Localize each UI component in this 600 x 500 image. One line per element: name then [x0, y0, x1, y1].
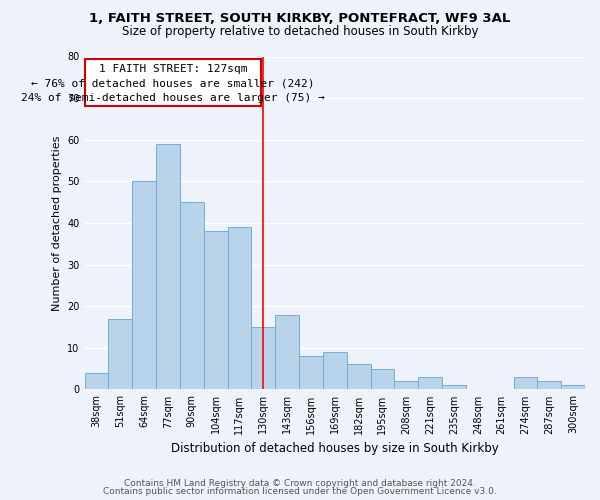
FancyBboxPatch shape: [85, 58, 262, 106]
Bar: [251, 327, 275, 390]
Bar: [109, 318, 132, 390]
Bar: [132, 182, 156, 390]
Text: 24% of semi-detached houses are larger (75) →: 24% of semi-detached houses are larger (…: [21, 92, 325, 102]
Bar: [394, 381, 418, 390]
Bar: [203, 232, 227, 390]
Bar: [227, 227, 251, 390]
Bar: [85, 373, 109, 390]
Bar: [418, 377, 442, 390]
Text: Size of property relative to detached houses in South Kirkby: Size of property relative to detached ho…: [122, 25, 478, 38]
Bar: [275, 314, 299, 390]
Bar: [180, 202, 203, 390]
Text: Contains public sector information licensed under the Open Government Licence v3: Contains public sector information licen…: [103, 488, 497, 496]
Bar: [538, 381, 561, 390]
Bar: [514, 377, 538, 390]
Bar: [299, 356, 323, 390]
Bar: [156, 144, 180, 390]
Text: Contains HM Land Registry data © Crown copyright and database right 2024.: Contains HM Land Registry data © Crown c…: [124, 478, 476, 488]
X-axis label: Distribution of detached houses by size in South Kirkby: Distribution of detached houses by size …: [171, 442, 499, 455]
Text: 1 FAITH STREET: 127sqm: 1 FAITH STREET: 127sqm: [99, 64, 247, 74]
Text: ← 76% of detached houses are smaller (242): ← 76% of detached houses are smaller (24…: [31, 78, 315, 88]
Text: 1, FAITH STREET, SOUTH KIRKBY, PONTEFRACT, WF9 3AL: 1, FAITH STREET, SOUTH KIRKBY, PONTEFRAC…: [89, 12, 511, 26]
Bar: [347, 364, 371, 390]
Bar: [561, 386, 585, 390]
Bar: [371, 368, 394, 390]
Bar: [442, 386, 466, 390]
Bar: [323, 352, 347, 390]
Y-axis label: Number of detached properties: Number of detached properties: [52, 136, 62, 310]
